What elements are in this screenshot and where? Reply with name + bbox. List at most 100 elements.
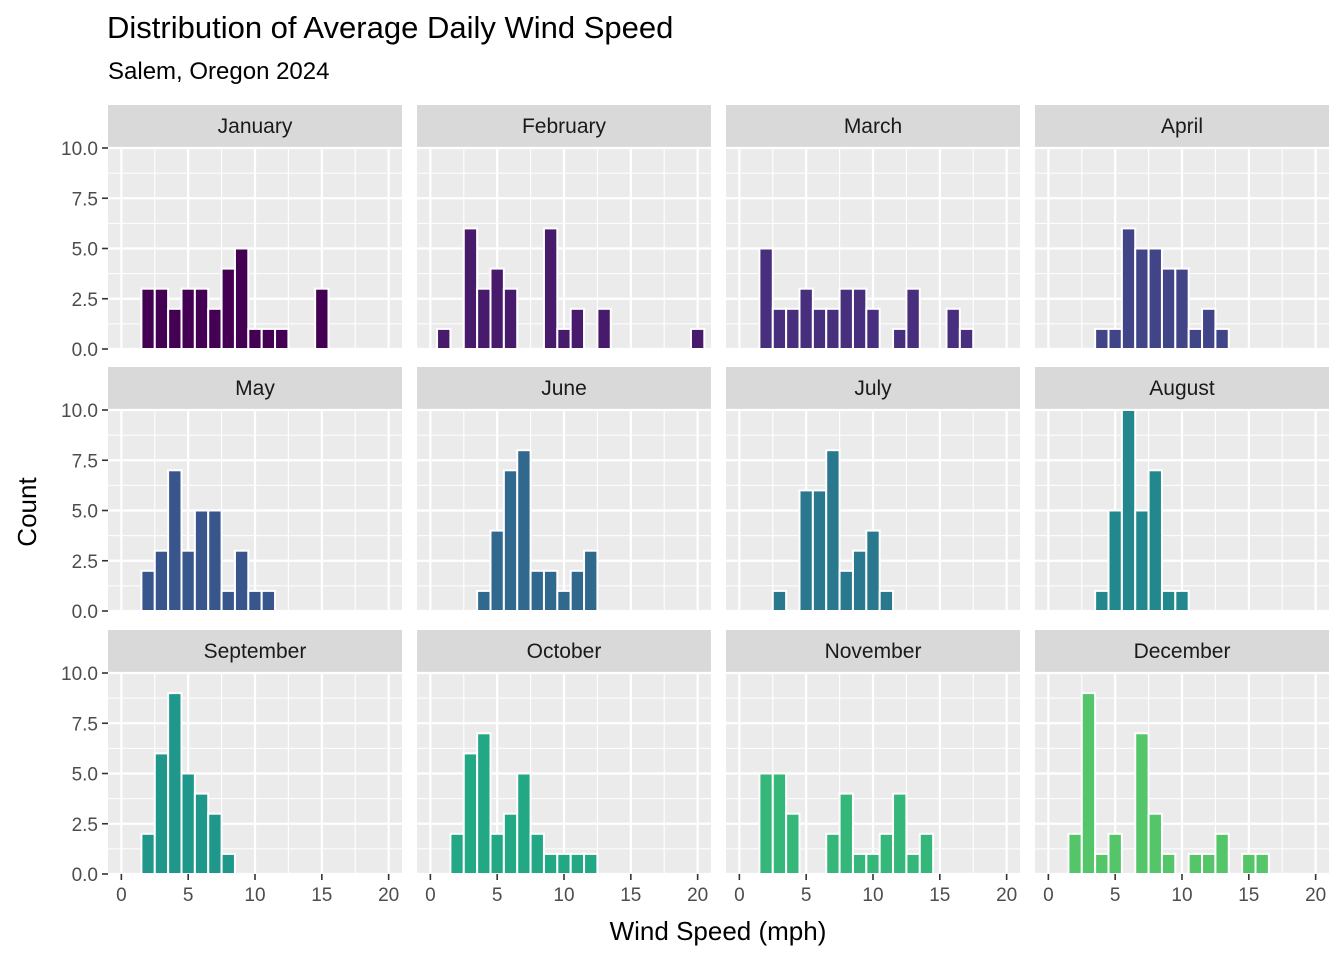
histogram-bar-november xyxy=(918,832,935,875)
facet-label-march: March xyxy=(844,115,902,138)
histogram-bar-march xyxy=(785,307,801,350)
facet-label-june: June xyxy=(541,377,587,400)
x-tick-label: 15 xyxy=(620,885,641,906)
histogram-bar-july xyxy=(851,549,868,613)
chart-title: Distribution of Average Daily Wind Speed xyxy=(107,10,674,45)
histogram-bar-september xyxy=(220,852,236,876)
x-tick-label: 15 xyxy=(311,885,332,906)
histogram-bar-december xyxy=(1214,832,1230,875)
histogram-bar-october xyxy=(542,852,559,876)
x-tick-label: 0 xyxy=(734,885,745,906)
facet-strip-march xyxy=(726,105,1020,148)
histogram-bar-december xyxy=(1067,832,1083,875)
histogram-bar-june xyxy=(542,569,559,612)
histogram-bar-july xyxy=(811,489,828,612)
histogram-bar-october xyxy=(516,772,532,875)
histogram-bar-december xyxy=(1107,832,1123,875)
histogram-bar-april xyxy=(1187,327,1204,350)
histogram-bar-september xyxy=(207,812,223,876)
facet-label-february: February xyxy=(522,115,607,138)
histogram-bar-january xyxy=(247,327,263,350)
histogram-bar-october xyxy=(476,732,492,875)
histogram-bar-june xyxy=(556,589,572,613)
histogram-bar-october xyxy=(556,852,572,876)
x-tick-label: 5 xyxy=(492,885,503,906)
histogram-bar-november xyxy=(851,852,868,876)
histogram-bar-october xyxy=(583,852,599,876)
histogram-bar-march xyxy=(892,327,908,350)
y-tick-label: 10.0 xyxy=(61,139,98,160)
histogram-bar-june xyxy=(489,529,505,612)
histogram-bar-may xyxy=(153,549,170,613)
x-tick-label: 10 xyxy=(862,885,883,906)
histogram-bar-june xyxy=(583,549,599,613)
histogram-bar-october xyxy=(489,832,505,875)
histogram-bar-december xyxy=(1134,732,1150,875)
x-tick-label: 20 xyxy=(378,885,399,906)
facet-strip-february xyxy=(417,105,711,148)
facet-label-november: November xyxy=(825,640,922,663)
x-tick-label: 5 xyxy=(183,885,194,906)
histogram-bar-december xyxy=(1094,852,1110,876)
histogram-bar-june xyxy=(529,569,545,612)
y-tick-label: 7.5 xyxy=(72,189,98,210)
x-tick-label: 15 xyxy=(1238,885,1259,906)
histogram-bar-february xyxy=(569,307,586,350)
x-axis-title: Wind Speed (mph) xyxy=(610,916,827,946)
y-tick-label: 5.0 xyxy=(72,502,98,523)
histogram-bar-february xyxy=(596,307,612,350)
histogram-bar-may xyxy=(180,549,196,613)
histogram-bar-november xyxy=(785,812,801,876)
histogram-bar-september xyxy=(153,752,170,876)
facet-strip-december xyxy=(1035,630,1329,673)
histogram-bar-december xyxy=(1080,692,1097,875)
facet-label-september: September xyxy=(204,640,307,663)
histogram-bar-may xyxy=(140,569,156,612)
histogram-bar-march xyxy=(825,307,841,350)
y-axis-title: Count xyxy=(12,477,42,547)
x-tick-label: 5 xyxy=(1110,885,1121,906)
histogram-bar-march xyxy=(905,287,921,351)
histogram-bar-january xyxy=(220,267,236,351)
histogram-bar-june xyxy=(502,469,519,612)
histogram-bar-april xyxy=(1147,247,1163,350)
facet-label-january: January xyxy=(218,115,293,138)
histogram-bar-february xyxy=(462,227,479,350)
x-tick-label: 15 xyxy=(929,885,950,906)
histogram-bar-april xyxy=(1160,267,1177,351)
facet-strip-may xyxy=(108,367,402,410)
histogram-bar-march xyxy=(851,287,868,351)
histogram-bar-december xyxy=(1160,852,1177,876)
histogram-bar-august xyxy=(1147,469,1163,612)
histogram-bar-may xyxy=(260,589,277,613)
histogram-bar-january xyxy=(180,287,196,351)
histogram-bar-june xyxy=(476,589,492,613)
histogram-bar-december xyxy=(1254,852,1270,876)
histogram-bar-february xyxy=(476,287,492,351)
histogram-bar-april xyxy=(1134,247,1150,350)
facet-strip-january xyxy=(108,105,402,148)
histogram-bar-june xyxy=(569,569,586,612)
histogram-bar-february xyxy=(556,327,572,350)
histogram-bar-december xyxy=(1187,852,1204,876)
facet-label-april: April xyxy=(1161,115,1203,138)
histogram-bar-april xyxy=(1120,227,1137,350)
histogram-bar-october xyxy=(502,812,519,876)
x-tick-label: 0 xyxy=(1043,885,1054,906)
facet-strip-june xyxy=(417,367,711,410)
facet-strip-july xyxy=(726,367,1020,410)
histogram-bar-february xyxy=(489,267,505,351)
y-tick-label: 10.0 xyxy=(61,664,98,685)
x-tick-label: 5 xyxy=(801,885,812,906)
histogram-bar-july xyxy=(865,529,881,612)
facet-strip-april xyxy=(1035,105,1329,148)
histogram-bar-march xyxy=(838,287,854,351)
y-tick-label: 2.5 xyxy=(72,552,98,573)
chart-subtitle: Salem, Oregon 2024 xyxy=(108,58,330,85)
histogram-bar-november xyxy=(878,832,895,875)
histogram-bar-october xyxy=(449,832,465,875)
histogram-bar-december xyxy=(1241,852,1257,876)
histogram-bar-january xyxy=(193,287,210,351)
histogram-bar-december xyxy=(1201,852,1217,876)
